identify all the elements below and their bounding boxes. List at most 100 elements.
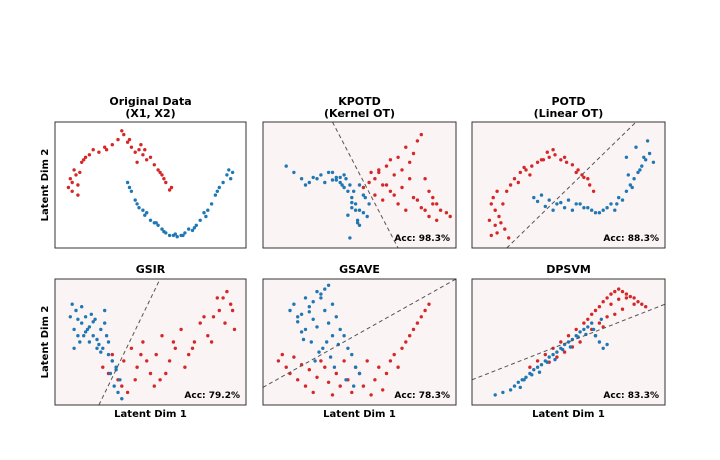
point-red: [223, 321, 227, 325]
point-red: [582, 321, 586, 325]
point-blue: [361, 193, 366, 197]
point-red: [334, 371, 338, 376]
point-red: [591, 189, 596, 193]
point-blue: [330, 302, 335, 306]
point-blue: [303, 327, 308, 332]
point-red: [373, 193, 377, 197]
point-blue: [323, 308, 327, 313]
plot-area: [472, 122, 665, 248]
point-red: [574, 170, 578, 175]
point-blue: [617, 195, 621, 200]
point-red: [597, 321, 602, 325]
point-blue: [640, 164, 644, 168]
point-red: [562, 155, 567, 159]
point-blue: [162, 229, 166, 234]
panel-title: POTD: [551, 95, 585, 108]
point-red: [152, 384, 156, 388]
point-red: [516, 180, 520, 185]
point-red: [404, 340, 408, 344]
axes-frame: [262, 121, 457, 249]
point-blue: [348, 183, 352, 187]
point-red: [206, 334, 210, 338]
point-blue: [570, 208, 575, 212]
point-red: [135, 160, 139, 164]
point-red: [501, 202, 505, 206]
point-blue: [350, 206, 354, 210]
point-blue: [508, 388, 513, 392]
point-blue: [311, 175, 315, 180]
point-red: [411, 151, 416, 156]
point-blue: [108, 371, 113, 376]
point-red: [377, 365, 381, 369]
point-red: [559, 158, 563, 162]
point-red: [217, 308, 221, 313]
point-red: [83, 155, 88, 159]
point-red: [171, 340, 176, 344]
accuracy-label: Acc: 98.3%: [394, 234, 450, 244]
point-blue: [72, 327, 76, 332]
accuracy-label: Acc: 79.2%: [184, 391, 240, 401]
point-blue: [501, 390, 505, 395]
point-blue: [613, 208, 617, 212]
point-red: [392, 193, 396, 197]
point-blue: [70, 302, 74, 306]
point-blue: [334, 315, 338, 319]
point-red: [87, 153, 92, 157]
point-blue: [555, 350, 559, 354]
point-blue: [535, 365, 540, 369]
point-red: [330, 393, 335, 397]
point-blue: [599, 317, 603, 321]
point-blue: [103, 321, 107, 325]
panel-title: DPSVM: [546, 263, 591, 276]
point-blue: [72, 346, 76, 350]
point-red: [187, 352, 191, 357]
point-blue: [578, 202, 582, 206]
point-red: [547, 155, 551, 159]
point-blue: [642, 155, 646, 159]
point-red: [448, 214, 452, 219]
point-red: [570, 163, 575, 167]
panel-4: GSAVE Acc: 78.3% Latent Dim 1: [262, 263, 457, 420]
point-blue: [352, 189, 356, 193]
point-blue: [202, 211, 206, 215]
point-red: [198, 321, 202, 325]
point-blue: [87, 340, 92, 344]
point-red: [632, 302, 636, 306]
point-red: [497, 214, 501, 219]
point-blue: [175, 235, 179, 239]
point-red: [381, 198, 385, 202]
panel-subtitle: (Kernel OT): [324, 107, 395, 120]
point-blue: [522, 378, 526, 382]
point-blue: [605, 206, 609, 210]
point-red: [361, 185, 366, 190]
point-red: [553, 153, 557, 157]
point-red: [419, 315, 423, 319]
point-blue: [568, 345, 573, 349]
point-blue: [112, 384, 116, 388]
point-blue: [559, 200, 563, 205]
point-blue: [350, 352, 354, 357]
point-red: [91, 148, 95, 152]
point-blue: [615, 202, 619, 206]
point-blue: [647, 151, 652, 156]
point-blue: [187, 227, 191, 231]
point-red: [605, 315, 609, 319]
point-blue: [543, 204, 547, 209]
point-red: [576, 168, 580, 172]
point-red: [551, 148, 555, 152]
point-red: [392, 352, 396, 357]
point-red: [593, 308, 598, 313]
point-blue: [89, 312, 94, 316]
point-red: [154, 352, 158, 357]
point-blue: [334, 175, 338, 180]
point-red: [435, 218, 439, 222]
point-blue: [315, 289, 319, 294]
point-blue: [106, 352, 111, 357]
point-red: [152, 163, 156, 167]
panel-title: GSAVE: [339, 263, 380, 276]
point-red: [148, 155, 153, 159]
point-blue: [315, 177, 319, 181]
point-blue: [342, 173, 346, 177]
point-red: [315, 375, 319, 379]
point-red: [640, 302, 644, 306]
